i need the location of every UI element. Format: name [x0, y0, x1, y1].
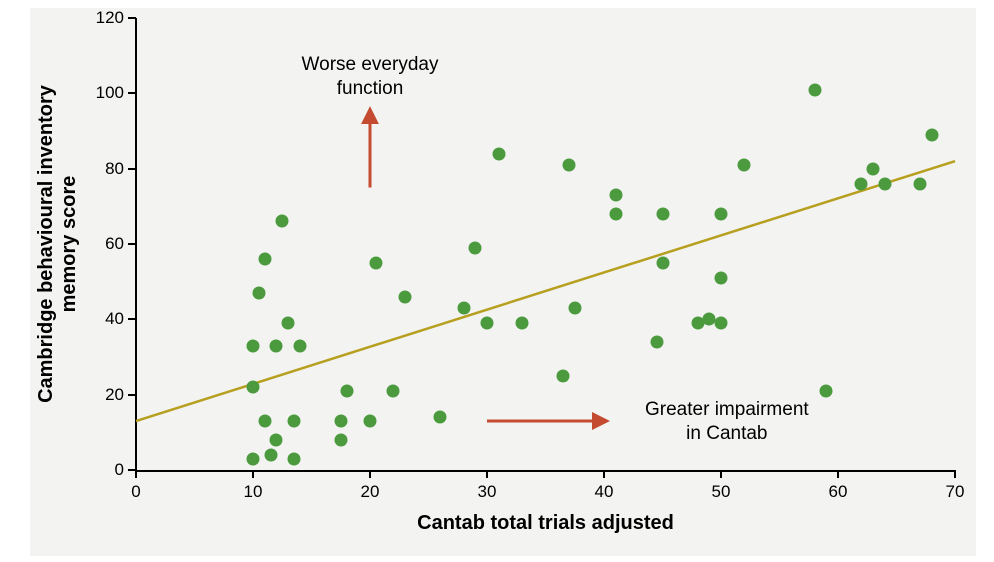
annotation-greater-impairment: Greater impairment in Cantab	[645, 398, 809, 446]
data-point	[434, 411, 447, 424]
y-tick-label: 0	[94, 460, 124, 480]
x-tick-label: 60	[829, 482, 848, 502]
y-tick-mark	[128, 168, 136, 170]
data-point	[387, 384, 400, 397]
x-tick-label: 40	[595, 482, 614, 502]
data-point	[287, 415, 300, 428]
scatter-chart: 0 10 20 30 40 50 60 70 0 20 40 60 80 100 120 Cantab to…	[0, 0, 994, 562]
data-point	[399, 290, 412, 303]
x-tick-mark	[486, 470, 488, 478]
y-tick-mark	[128, 92, 136, 94]
data-point	[270, 433, 283, 446]
x-tick-label: 70	[946, 482, 965, 502]
data-point	[516, 317, 529, 330]
data-point	[247, 339, 260, 352]
y-tick-label: 80	[94, 159, 124, 179]
data-point	[715, 317, 728, 330]
y-tick-label: 40	[94, 309, 124, 329]
data-point	[650, 335, 663, 348]
data-point	[656, 256, 669, 269]
x-tick-label: 30	[478, 482, 497, 502]
data-point	[738, 158, 751, 171]
x-tick-label: 10	[244, 482, 263, 502]
data-point	[270, 339, 283, 352]
data-point	[369, 256, 382, 269]
data-point	[334, 433, 347, 446]
data-point	[247, 452, 260, 465]
data-point	[492, 147, 505, 160]
x-tick-mark	[837, 470, 839, 478]
data-point	[340, 384, 353, 397]
annotation-worse-function: Worse everyday function	[302, 53, 439, 101]
data-point	[264, 448, 277, 461]
x-tick-mark	[369, 470, 371, 478]
data-point	[913, 177, 926, 190]
data-point	[715, 271, 728, 284]
y-tick-mark	[128, 17, 136, 19]
x-axis-line	[136, 470, 955, 472]
data-point	[293, 339, 306, 352]
x-tick-mark	[720, 470, 722, 478]
y-tick-mark	[128, 318, 136, 320]
data-point	[562, 158, 575, 171]
x-tick-mark	[954, 470, 956, 478]
data-point	[715, 207, 728, 220]
data-point	[656, 207, 669, 220]
y-tick-label: 100	[94, 83, 124, 103]
data-point	[276, 215, 289, 228]
data-point	[364, 415, 377, 428]
x-axis-title: Cantab total trials adjusted	[417, 512, 674, 535]
x-tick-mark	[252, 470, 254, 478]
plot-background	[30, 8, 976, 556]
data-point	[878, 177, 891, 190]
data-point	[609, 207, 622, 220]
data-point	[287, 452, 300, 465]
y-tick-label: 60	[94, 234, 124, 254]
data-point	[247, 381, 260, 394]
x-tick-label: 0	[131, 482, 140, 502]
y-tick-label: 20	[94, 385, 124, 405]
data-point	[808, 83, 821, 96]
y-tick-label: 120	[94, 8, 124, 28]
y-tick-mark	[128, 394, 136, 396]
data-point	[334, 415, 347, 428]
x-tick-label: 50	[712, 482, 731, 502]
data-point	[867, 162, 880, 175]
data-point	[282, 317, 295, 330]
data-point	[925, 128, 938, 141]
data-point	[258, 415, 271, 428]
data-point	[568, 302, 581, 315]
data-point	[457, 302, 470, 315]
y-axis-line	[135, 18, 137, 472]
data-point	[609, 189, 622, 202]
y-tick-mark	[128, 469, 136, 471]
data-point	[557, 369, 570, 382]
data-point	[820, 384, 833, 397]
data-point	[258, 253, 271, 266]
data-point	[469, 241, 482, 254]
data-point	[252, 286, 265, 299]
y-tick-mark	[128, 243, 136, 245]
y-axis-title: Cambridge behavioural inventory memory s…	[35, 85, 81, 403]
data-point	[855, 177, 868, 190]
x-tick-mark	[135, 470, 137, 478]
x-tick-mark	[603, 470, 605, 478]
data-point	[481, 317, 494, 330]
x-tick-label: 20	[361, 482, 380, 502]
